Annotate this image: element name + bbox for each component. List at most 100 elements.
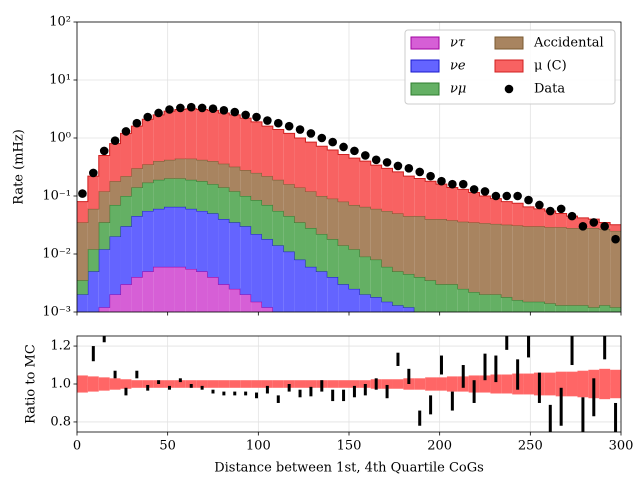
histogram-bar — [446, 284, 458, 312]
data-point — [567, 211, 577, 221]
mc-uncertainty-band — [479, 375, 491, 393]
mc-uncertainty-band — [414, 378, 426, 390]
histogram-bar — [545, 335, 556, 370]
histogram-bar — [185, 269, 197, 312]
y-tick-label: 10⁻¹ — [42, 189, 71, 204]
data-point — [132, 118, 142, 128]
histogram-bar — [436, 219, 447, 285]
y-tick-label: 0.8 — [50, 414, 71, 429]
histogram-bar — [87, 208, 99, 250]
histogram-bar — [349, 204, 360, 250]
data-point — [437, 176, 446, 186]
mc-uncertainty-band — [338, 380, 349, 388]
histogram-bar — [305, 142, 317, 192]
histogram-bar — [207, 110, 219, 162]
data-point — [371, 155, 381, 165]
mc-uncertainty-band — [164, 380, 175, 388]
histogram-bar — [523, 206, 534, 227]
histogram-bar — [446, 220, 458, 285]
mc-uncertainty-band — [272, 380, 284, 388]
histogram-bar — [425, 181, 437, 220]
histogram-bar — [490, 223, 502, 295]
mc-uncertainty-band — [98, 377, 110, 391]
mc-uncertainty-band — [174, 380, 186, 388]
histogram-bar — [414, 216, 426, 278]
mc-uncertainty-band — [196, 380, 208, 388]
histogram-bar — [185, 208, 197, 270]
histogram-bar — [109, 204, 121, 237]
histogram-bar — [120, 196, 132, 227]
mc-uncertainty-band — [446, 376, 458, 392]
mc-uncertainty-band — [142, 380, 154, 388]
histogram-bar — [316, 146, 328, 196]
histogram-bar — [87, 176, 99, 209]
histogram-bar — [588, 307, 600, 312]
data-point — [491, 191, 501, 201]
histogram-bar — [468, 222, 480, 293]
histogram-bar — [403, 307, 415, 312]
histogram-bar — [131, 168, 143, 188]
histogram-bar — [512, 225, 524, 301]
histogram-bar — [164, 111, 175, 160]
histogram-bar — [185, 108, 197, 159]
histogram-bar — [218, 187, 230, 220]
histogram-bar — [370, 297, 382, 312]
histogram-bar — [174, 178, 186, 207]
data-point — [99, 146, 109, 156]
histogram-bar — [305, 266, 317, 312]
histogram-bar — [251, 200, 262, 235]
data-point — [241, 110, 250, 120]
data-point — [78, 189, 87, 198]
data-point — [339, 142, 348, 152]
histogram-bar — [98, 222, 110, 250]
histogram-bar — [153, 179, 165, 209]
data-point — [273, 118, 283, 128]
histogram-bar — [174, 266, 186, 312]
data-point — [197, 103, 207, 113]
mc-uncertainty-band — [207, 380, 219, 388]
histogram-bar — [436, 184, 447, 220]
mc-uncertainty-band — [131, 380, 143, 388]
data-point — [263, 116, 272, 125]
histogram-bar — [109, 236, 121, 295]
histogram-bar — [370, 259, 382, 298]
histogram-bar — [544, 227, 556, 304]
histogram-bar — [436, 284, 447, 312]
histogram-bar — [272, 211, 284, 246]
histogram-bar — [468, 292, 480, 312]
histogram-bar — [207, 277, 219, 312]
data-point — [306, 129, 316, 138]
histogram-bar — [457, 221, 469, 289]
histogram-bar — [381, 266, 393, 302]
data-point — [578, 222, 588, 231]
data-point — [317, 133, 327, 143]
histogram-bar — [327, 277, 339, 312]
histogram-bar — [501, 201, 513, 225]
histogram-bar — [544, 303, 556, 312]
histogram-bar — [229, 166, 241, 192]
histogram-bar — [164, 206, 175, 267]
histogram-bar — [98, 191, 110, 223]
data-point — [545, 206, 555, 216]
data-point — [600, 222, 609, 231]
mc-uncertainty-band — [218, 380, 230, 388]
histogram-bar — [457, 189, 469, 222]
legend: ντ νe νμ Accidental μ (C) Data — [404, 29, 616, 105]
histogram-bar — [142, 182, 154, 212]
histogram-bar — [381, 301, 393, 312]
mc-uncertainty-band — [392, 379, 404, 389]
histogram-bar — [240, 294, 252, 312]
x-tick-label: 100 — [246, 439, 271, 454]
histogram-bar — [218, 163, 230, 188]
histogram-bar — [501, 224, 513, 298]
histogram-bar — [403, 216, 415, 275]
legend-label: ντ — [450, 36, 466, 51]
histogram-bar — [283, 216, 295, 252]
histogram-bar — [533, 226, 545, 302]
histogram-bar — [458, 321, 469, 370]
x-tick-label: 200 — [427, 439, 452, 454]
histogram-bar — [294, 138, 306, 188]
histogram-bar — [610, 230, 621, 308]
y-tick-label: 10⁰ — [49, 131, 71, 146]
